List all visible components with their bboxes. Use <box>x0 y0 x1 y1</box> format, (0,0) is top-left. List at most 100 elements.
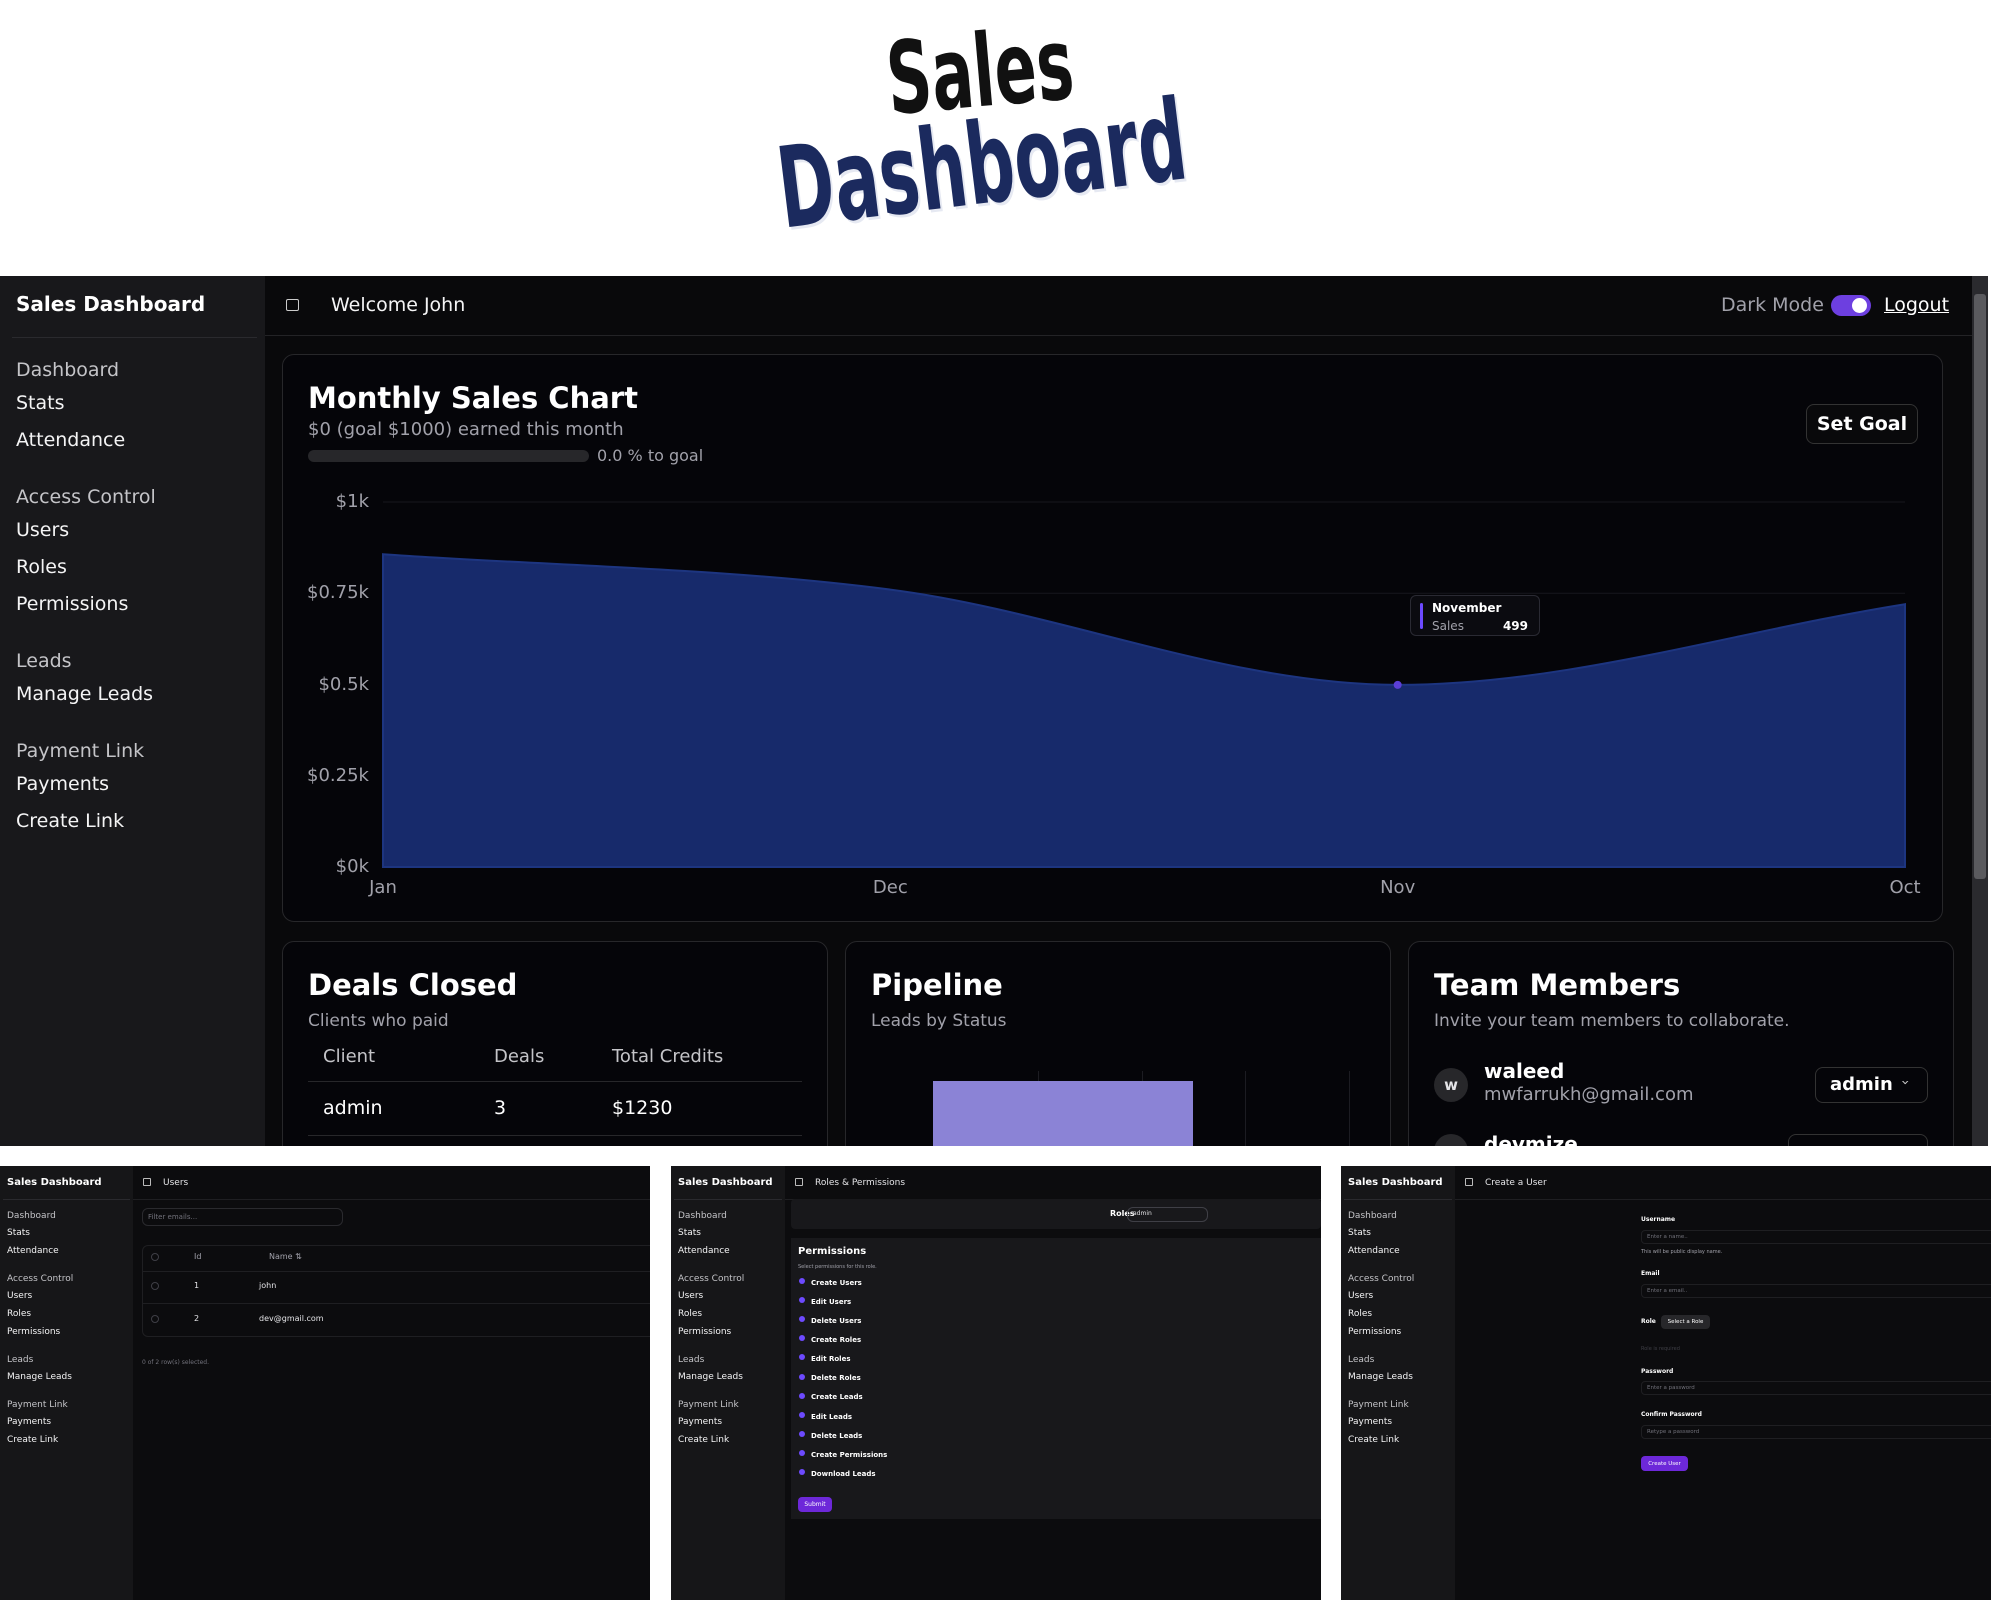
scrollbar-thumb[interactable] <box>1974 294 1986 879</box>
sidebar-toggle[interactable] <box>1465 1178 1473 1186</box>
member-email: mwfarrukh@gmail.com <box>1484 1084 1694 1106</box>
nav-item[interactable]: Create Link <box>678 1434 730 1445</box>
progress-bar <box>308 450 589 462</box>
x-tick-label: Nov <box>1380 877 1416 899</box>
toggle-knob <box>1852 298 1867 313</box>
dark-mode-label: Dark Mode <box>1721 293 1824 316</box>
nav-item[interactable]: Users <box>678 1290 704 1301</box>
logout-link[interactable]: Logout <box>1884 293 1950 316</box>
nav-item[interactable]: Stats <box>7 1227 30 1238</box>
permission-checkbox[interactable] <box>799 1335 805 1342</box>
sidebar-toggle[interactable] <box>286 299 299 311</box>
role-select[interactable] <box>1127 1207 1208 1222</box>
permission-checkbox[interactable] <box>799 1430 805 1437</box>
nav-group[interactable]: Access Control <box>16 485 156 508</box>
nav-group[interactable]: Leads <box>1348 1354 1375 1365</box>
sidebar-divider <box>674 1199 782 1200</box>
nav-item[interactable]: Payments <box>7 1416 52 1427</box>
role-dropdown[interactable] <box>1788 1134 1928 1146</box>
nav-item[interactable]: Users <box>16 518 70 541</box>
nav-item[interactable]: Payments <box>16 772 110 795</box>
text-input[interactable] <box>1641 1381 1991 1395</box>
permission-checkbox[interactable] <box>799 1392 805 1399</box>
permission-checkbox[interactable] <box>799 1297 805 1304</box>
sidebar <box>0 1166 133 1600</box>
permission-checkbox[interactable] <box>799 1449 805 1456</box>
nav-group[interactable]: Access Control <box>1348 1273 1415 1284</box>
set-goal-button[interactable]: Set Goal <box>1806 404 1918 444</box>
sidebar-brand: Sales Dashboard <box>678 1177 773 1188</box>
text-input[interactable] <box>1641 1425 1991 1439</box>
nav-item[interactable]: Create Link <box>16 809 125 832</box>
nav-item[interactable]: Users <box>7 1290 33 1301</box>
nav-group[interactable]: Payment Link <box>7 1399 68 1410</box>
permission-checkbox[interactable] <box>799 1316 805 1323</box>
nav-item[interactable]: Permissions <box>7 1326 61 1337</box>
permission-checkbox[interactable] <box>799 1411 805 1418</box>
nav-item[interactable]: Manage Leads <box>678 1371 743 1382</box>
row-checkbox[interactable] <box>151 1253 159 1261</box>
nav-group[interactable]: Dashboard <box>16 358 120 381</box>
nav-item[interactable]: Stats <box>1348 1227 1371 1238</box>
row-checkbox[interactable] <box>151 1315 159 1323</box>
select-value: admin <box>1133 1210 1152 1218</box>
nav-item[interactable]: Attendance <box>1348 1245 1400 1256</box>
nav-group[interactable]: Leads <box>7 1354 34 1365</box>
nav-item[interactable]: Attendance <box>7 1245 59 1256</box>
nav-item[interactable]: Create Link <box>7 1434 59 1445</box>
role-select-button[interactable]: Select a Role <box>1661 1315 1710 1329</box>
nav-group[interactable]: Dashboard <box>1348 1210 1397 1221</box>
nav-item[interactable]: Payments <box>678 1416 723 1427</box>
nav-item[interactable]: Roles <box>678 1308 703 1319</box>
create-user-button[interactable]: Create User <box>1641 1456 1688 1471</box>
users_panel: Sales Dashboard Dashboard Stats Attendance A… <box>0 1166 650 1600</box>
text-input[interactable] <box>1641 1230 1991 1244</box>
role-dropdown[interactable] <box>1815 1067 1928 1103</box>
nav-item[interactable]: Manage Leads <box>16 682 154 705</box>
sidebar-toggle[interactable] <box>143 1178 151 1186</box>
nav-item[interactable]: Permissions <box>16 592 129 615</box>
nav-item[interactable]: Roles <box>1348 1308 1373 1319</box>
nav-item[interactable]: Attendance <box>678 1245 730 1256</box>
nav-item[interactable]: Roles <box>16 555 67 578</box>
nav-item[interactable]: Manage Leads <box>7 1371 72 1382</box>
pipeline-grid-line <box>1349 1071 1350 1146</box>
permission-checkbox[interactable] <box>799 1278 805 1284</box>
sidebar-divider <box>12 337 257 338</box>
nav-item[interactable]: Permissions <box>1348 1326 1402 1337</box>
nav-item[interactable]: Attendance <box>16 428 126 451</box>
filter-input[interactable] <box>142 1208 343 1226</box>
nav-item[interactable]: Permissions <box>678 1326 732 1337</box>
permission-checkbox[interactable] <box>799 1469 805 1475</box>
nav-item[interactable]: Users <box>1348 1290 1374 1301</box>
sidebar-toggle[interactable] <box>795 1178 803 1186</box>
nav-item[interactable]: Stats <box>16 391 65 414</box>
nav-group[interactable]: Dashboard <box>7 1210 56 1221</box>
table-cell: 3 <box>494 1096 507 1119</box>
table-cell: $1230 <box>612 1096 673 1119</box>
nav-item[interactable]: Create Link <box>1348 1434 1400 1445</box>
chevron: › <box>1897 1079 1914 1085</box>
nav-group[interactable]: Leads <box>678 1354 705 1365</box>
nav-group[interactable]: Access Control <box>678 1273 745 1284</box>
nav-group[interactable]: Access Control <box>7 1273 74 1284</box>
topbar-divider <box>265 335 1972 336</box>
nav-item[interactable]: Payments <box>1348 1416 1393 1427</box>
permission-label: Edit Roles <box>811 1355 851 1364</box>
permission-checkbox[interactable] <box>799 1373 805 1380</box>
nav-group[interactable]: Dashboard <box>678 1210 727 1221</box>
sidebar-divider <box>3 1199 130 1200</box>
nav-group[interactable]: Payment Link <box>16 739 145 762</box>
submit-button[interactable]: Submit <box>798 1497 832 1512</box>
nav-item[interactable]: Roles <box>7 1308 32 1319</box>
nav-group[interactable]: Leads <box>16 649 72 672</box>
nav-item[interactable]: Manage Leads <box>1348 1371 1413 1382</box>
nav-group[interactable]: Payment Link <box>1348 1399 1409 1410</box>
table-cell: 2 <box>194 1314 200 1324</box>
nav-item[interactable]: Stats <box>678 1227 701 1238</box>
chart-title: Monthly Sales Chart <box>308 380 638 415</box>
nav-group[interactable]: Payment Link <box>678 1399 739 1410</box>
text-input[interactable] <box>1641 1284 1991 1298</box>
permission-checkbox[interactable] <box>799 1354 805 1361</box>
row-checkbox[interactable] <box>151 1282 159 1290</box>
